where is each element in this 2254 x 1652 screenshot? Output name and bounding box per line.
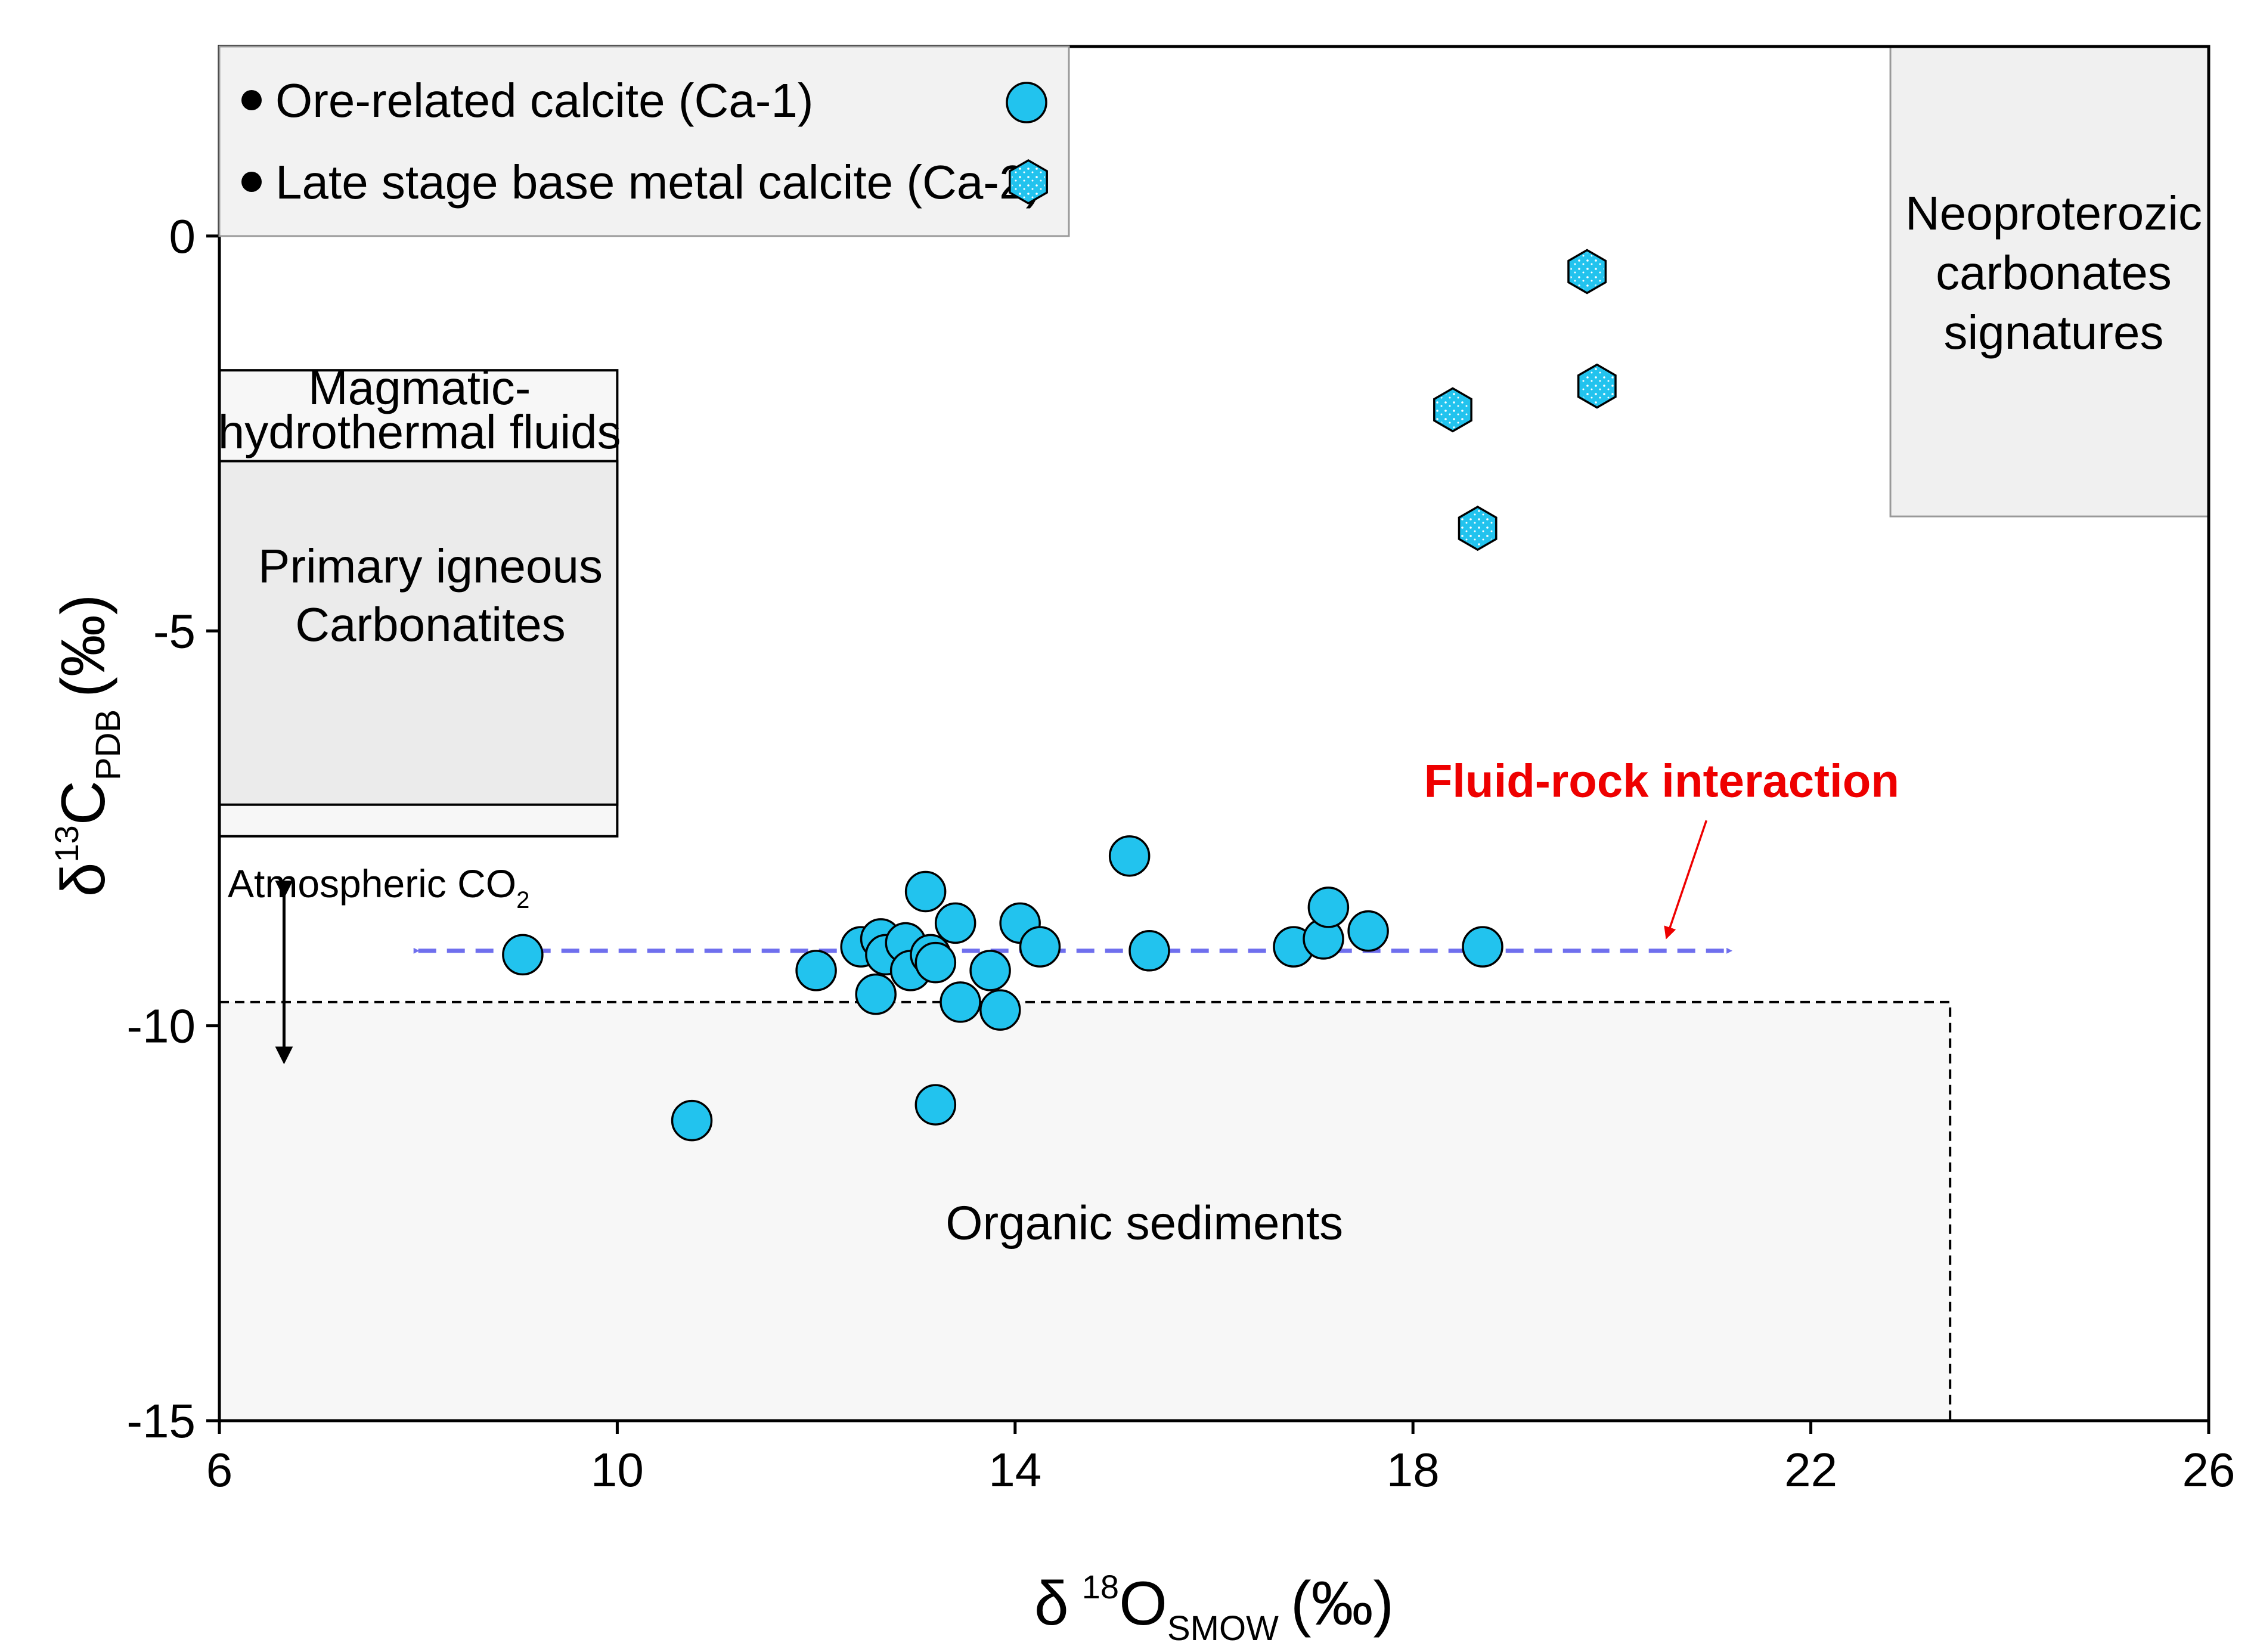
x-tick-label: 10 <box>591 1443 644 1496</box>
x-tick-label: 22 <box>1784 1443 1837 1496</box>
ca1-data-point <box>934 902 976 944</box>
legend-hexagon <box>1009 159 1048 205</box>
ca1-data-point <box>1128 930 1170 972</box>
legend-marker-hexagon <box>1009 159 1048 205</box>
fluid-rock-annotation: Fluid-rock interaction <box>413 754 1899 954</box>
neoproterozoic-label-line-3: signatures <box>1943 306 2163 359</box>
ca1-data-point <box>969 950 1011 991</box>
fluid-rock-pointer <box>1664 820 1708 940</box>
legend-hexagon-texture <box>1012 163 1045 201</box>
atmospheric-co2-annotation: Atmospheric CO2 <box>228 861 529 1065</box>
ca1-data-point <box>1462 926 1503 968</box>
y-tick-label: -10 <box>126 1000 196 1053</box>
neoproterozoic-label-line-2: carbonates <box>1936 246 2172 299</box>
legend-label-2: Late stage base metal calcite (Ca-2) <box>275 156 1041 209</box>
regions: Organic sediments Magmatic- hydrothermal… <box>218 45 2210 1421</box>
ca1-data-point <box>979 989 1021 1031</box>
ca1-data-point <box>671 1099 713 1142</box>
legend: Ore-related calcite (Ca-1) Late stage ba… <box>218 45 1070 237</box>
ca1-data-point <box>855 973 897 1015</box>
ca1-data-point <box>914 1084 957 1126</box>
ca1-data-point <box>940 981 981 1023</box>
data-points <box>502 249 1617 1142</box>
ca1-data-point <box>1108 835 1151 877</box>
x-axis: 6 10 14 18 22 26 <box>206 1421 2236 1496</box>
legend-box <box>218 45 1070 237</box>
x-tick-label: 18 <box>1387 1443 1440 1496</box>
x-tick-label: 14 <box>988 1443 1041 1496</box>
ca2-data-point-texture <box>1461 509 1495 548</box>
primary-igneous-carbonatites-region <box>218 460 619 806</box>
ca2-data-point <box>1577 363 1617 409</box>
legend-marker-circle <box>1006 82 1047 123</box>
x-tick-label: 6 <box>206 1443 233 1496</box>
ca1-data-point <box>502 934 544 976</box>
neoproterozoic-label-line-1: Neoproterozic <box>1905 187 2202 240</box>
y-tick-label: -15 <box>126 1394 196 1448</box>
ca2-data-point <box>1458 506 1498 551</box>
ca1-data-point <box>1307 887 1350 928</box>
magmatic-label-line-2: hydrothermal fluids <box>218 405 621 458</box>
y-tick-label: 0 <box>169 210 196 263</box>
y-axis: 0 -5 -10 -15 <box>126 210 219 1448</box>
y-tick-label: -5 <box>153 605 196 658</box>
legend-bullet-2 <box>241 172 262 192</box>
legend-label-1: Ore-related calcite (Ca-1) <box>275 74 814 127</box>
organic-sediments-label: Organic sediments <box>945 1196 1343 1249</box>
fluid-rock-label: Fluid-rock interaction <box>1424 754 1899 807</box>
plot-frame <box>218 45 2210 1422</box>
magmatic-label-line-1: Magmatic- <box>308 361 531 414</box>
atmospheric-co2-label: Atmospheric CO2 <box>228 861 529 913</box>
igneous-label-line-2: Carbonatites <box>295 598 566 651</box>
ca2-data-point-texture <box>1570 252 1604 291</box>
ca2-data-point <box>1567 249 1607 295</box>
ca1-data-point <box>1347 910 1389 952</box>
ca2-data-point <box>1433 387 1472 433</box>
ca2-data-point-texture <box>1580 367 1614 405</box>
organic-sediments-boundary <box>219 1000 1952 1421</box>
y-axis-title: δ13CPDB(‰) <box>48 594 128 897</box>
legend-bullet-1 <box>241 90 262 110</box>
ca2-data-point-texture <box>1436 390 1469 429</box>
ca1-data-point <box>904 870 947 913</box>
ca1-data-point <box>914 941 957 984</box>
ca1-data-point <box>1019 926 1061 968</box>
neoproterozoic-region <box>1889 45 2210 517</box>
organic-sediments-region <box>219 1002 1951 1421</box>
x-axis-title: δ 18OSMOW (‰) <box>1034 1568 1394 1648</box>
ca1-data-point <box>795 950 837 991</box>
x-tick-label: 26 <box>2182 1443 2236 1496</box>
igneous-label-line-1: Primary igneous <box>258 540 603 593</box>
